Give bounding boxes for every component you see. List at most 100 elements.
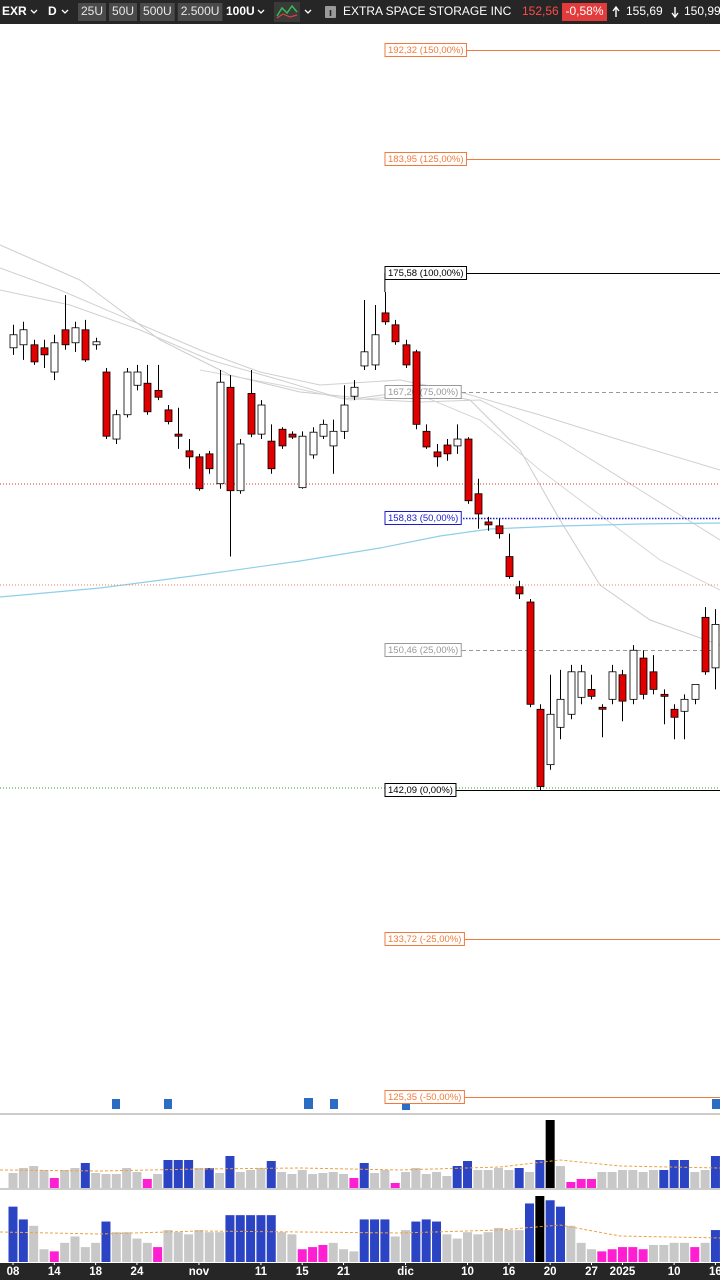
- volume-bar: [8, 1206, 18, 1262]
- chevron: [30, 9, 38, 14]
- indicator-icon: [276, 13, 298, 19]
- volume-bar: [432, 1172, 442, 1188]
- volume-bar: [710, 1230, 720, 1262]
- volume-bar: [163, 1230, 173, 1262]
- x-tick-label: 08: [7, 1266, 20, 1278]
- volume-bar: [452, 1166, 462, 1188]
- candle-body: [298, 435, 307, 489]
- volume-bar: [297, 1170, 307, 1188]
- candle-body: [371, 334, 380, 366]
- candle-body: [567, 671, 576, 715]
- volume-bar: [669, 1242, 679, 1262]
- candle-body: [412, 351, 421, 425]
- volume-bar: [184, 1234, 194, 1262]
- volume-bar: [122, 1168, 132, 1188]
- x-tick-label: 27: [585, 1266, 598, 1278]
- candle-body: [9, 334, 18, 349]
- volume-bar: [29, 1225, 39, 1262]
- quantity[interactable]: 100U: [226, 4, 255, 18]
- candle-body: [154, 389, 163, 398]
- volume-bar: [225, 1215, 235, 1262]
- candle-body: [185, 450, 194, 458]
- x-tick-label: 15: [296, 1266, 309, 1278]
- candle-body: [102, 371, 111, 437]
- arrow-down: [671, 12, 679, 19]
- period[interactable]: D: [48, 4, 57, 18]
- candle-body: [433, 451, 442, 458]
- size-button[interactable]: [177, 3, 223, 21]
- volume-bar: [628, 1170, 638, 1188]
- volume-bar: [142, 1179, 152, 1188]
- volume-bar: [566, 1225, 576, 1262]
- volume-bar: [555, 1206, 565, 1262]
- candle-body: [267, 440, 276, 470]
- x-tick-label: 2025: [610, 1266, 636, 1278]
- candle-body: [205, 453, 214, 470]
- size-button[interactable]: [140, 3, 175, 21]
- volume-bar: [514, 1168, 524, 1188]
- candle-body: [505, 556, 514, 578]
- chevron: [257, 9, 265, 14]
- volume-bar: [204, 1168, 214, 1188]
- x-tick-label: 14: [48, 1266, 61, 1278]
- volume-bar: [380, 1219, 390, 1262]
- candle-body: [50, 342, 59, 373]
- volume-bar: [576, 1242, 586, 1262]
- volume-bar: [555, 1166, 565, 1188]
- arrow-up: [612, 5, 620, 12]
- candle-body: [340, 404, 349, 432]
- volume-bar: [225, 1156, 235, 1188]
- volume-bar: [49, 1178, 59, 1188]
- volume-bar: [215, 1232, 225, 1262]
- volume-bar: [586, 1249, 596, 1262]
- volume-bar: [566, 1182, 576, 1188]
- volume-bar: [153, 1247, 163, 1262]
- candle-body: [288, 433, 297, 438]
- x-tick-label: 11: [255, 1266, 268, 1278]
- size-button[interactable]: [109, 3, 138, 21]
- x-tick-label: 10: [668, 1266, 681, 1278]
- volume-bar: [690, 1172, 700, 1188]
- volume-bar: [256, 1215, 266, 1262]
- volume-bar: [535, 1160, 545, 1188]
- change: -0,58%: [565, 4, 603, 18]
- volume-bar: [132, 1238, 142, 1262]
- volume-bar: [277, 1172, 287, 1188]
- volume-bar: [70, 1236, 80, 1262]
- volume-bar: [525, 1203, 534, 1262]
- volume-bar: [401, 1230, 411, 1262]
- volume-bar: [401, 1172, 411, 1188]
- candle-body: [453, 438, 462, 447]
- x-tick-label: 20: [544, 1266, 557, 1278]
- volume-bar: [525, 1172, 534, 1188]
- volume-bar: [266, 1215, 276, 1262]
- candle-body: [309, 431, 318, 456]
- change-badge: [562, 3, 607, 21]
- volume-bar: [628, 1247, 638, 1262]
- candle-body: [587, 688, 596, 697]
- volume-bar: [277, 1232, 287, 1262]
- volume-bar: [494, 1168, 504, 1188]
- size-label: 2.500U: [181, 4, 220, 18]
- fib-label: 125,35 (-50,00%): [388, 1092, 461, 1103]
- volume-bar: [111, 1232, 121, 1262]
- volume-bar: [710, 1156, 720, 1188]
- volume-bar: [473, 1170, 483, 1188]
- candle-body: [350, 386, 359, 397]
- chevron: [304, 9, 312, 14]
- volume-bar: [111, 1174, 121, 1188]
- volume-bar: [390, 1236, 400, 1262]
- volume-bar: [173, 1160, 183, 1188]
- volume-bar: [576, 1179, 586, 1188]
- last-price: 152,56: [522, 4, 559, 18]
- candle-body: [236, 443, 245, 492]
- candle-body: [608, 671, 617, 700]
- candle-body: [195, 456, 204, 490]
- candle-body: [174, 433, 183, 437]
- symbol[interactable]: EXR: [2, 4, 27, 18]
- volume-bar: [514, 1230, 524, 1262]
- size-button[interactable]: [78, 3, 107, 21]
- volume-bar: [463, 1232, 473, 1262]
